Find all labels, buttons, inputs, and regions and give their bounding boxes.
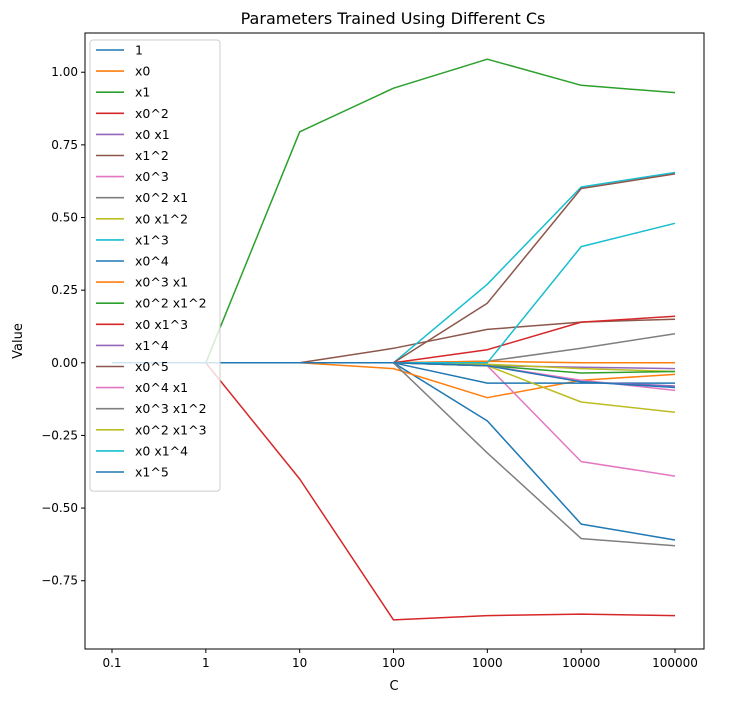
- legend-label: x0 x1: [135, 127, 170, 142]
- legend-label: x1^5: [135, 465, 169, 480]
- legend-label: x0^2 x1^3: [135, 422, 207, 437]
- legend-label: x1: [135, 85, 150, 100]
- y-tick-label: 1.00: [51, 65, 78, 79]
- legend-label: x0: [135, 64, 150, 79]
- legend-box: [89, 39, 221, 492]
- x-tick-label: 100000: [652, 656, 698, 670]
- chart-title: Parameters Trained Using Different Cs: [241, 9, 546, 28]
- y-tick-label: 0.50: [51, 211, 78, 225]
- legend-label: x0^2: [135, 106, 169, 121]
- y-tick-label: −0.50: [41, 501, 78, 515]
- legend-label: x0^3 x1^2: [135, 401, 207, 416]
- legend-label: x0^5: [135, 359, 169, 374]
- y-tick-label: 0.25: [51, 283, 78, 297]
- y-tick-label: 0.75: [51, 138, 78, 152]
- x-tick-label: 0.1: [102, 656, 121, 670]
- legend-label: x0 x1^3: [135, 317, 188, 332]
- legend-label: x1^4: [135, 338, 169, 353]
- legend-label: 1: [135, 43, 143, 58]
- x-tick-label: 10000: [562, 656, 600, 670]
- x-axis: 0.1 1 10 100 1000 10000 100000: [102, 649, 698, 670]
- x-tick-label: 1000: [472, 656, 503, 670]
- y-axis: −0.75 −0.50 −0.25 0.00 0.25 0.50 0.75 1.00: [41, 65, 85, 588]
- legend-label: x0^3 x1: [135, 275, 188, 290]
- legend-label: x0 x1^4: [135, 443, 188, 458]
- y-tick-label: −0.75: [41, 574, 78, 588]
- plot-frame: [84, 32, 705, 650]
- legend-label: x0^4: [135, 254, 169, 269]
- y-tick-label: −0.25: [41, 428, 78, 442]
- legend-label: x0^2 x1^2: [135, 296, 207, 311]
- legend-label: x0^4 x1: [135, 380, 188, 395]
- x-axis-label: C: [389, 679, 398, 694]
- y-tick-label: 0.00: [51, 356, 78, 370]
- legend-label: x0^3: [135, 169, 169, 184]
- legend: 1 x0 x1 x0^2 x0 x1 x1^2 x0^3 x0^2 x1 x0 x1^2 x1^3…: [89, 39, 221, 492]
- y-axis-label: Value: [11, 323, 26, 359]
- x-tick-label: 10: [292, 656, 307, 670]
- legend-label: x0 x1^2: [135, 211, 188, 226]
- x-tick-label: 100: [382, 656, 405, 670]
- x-tick-label: 1: [202, 656, 210, 670]
- legend-label: x0^2 x1: [135, 190, 188, 205]
- legend-label: x1^3: [135, 232, 169, 247]
- legend-label: x1^2: [135, 148, 169, 163]
